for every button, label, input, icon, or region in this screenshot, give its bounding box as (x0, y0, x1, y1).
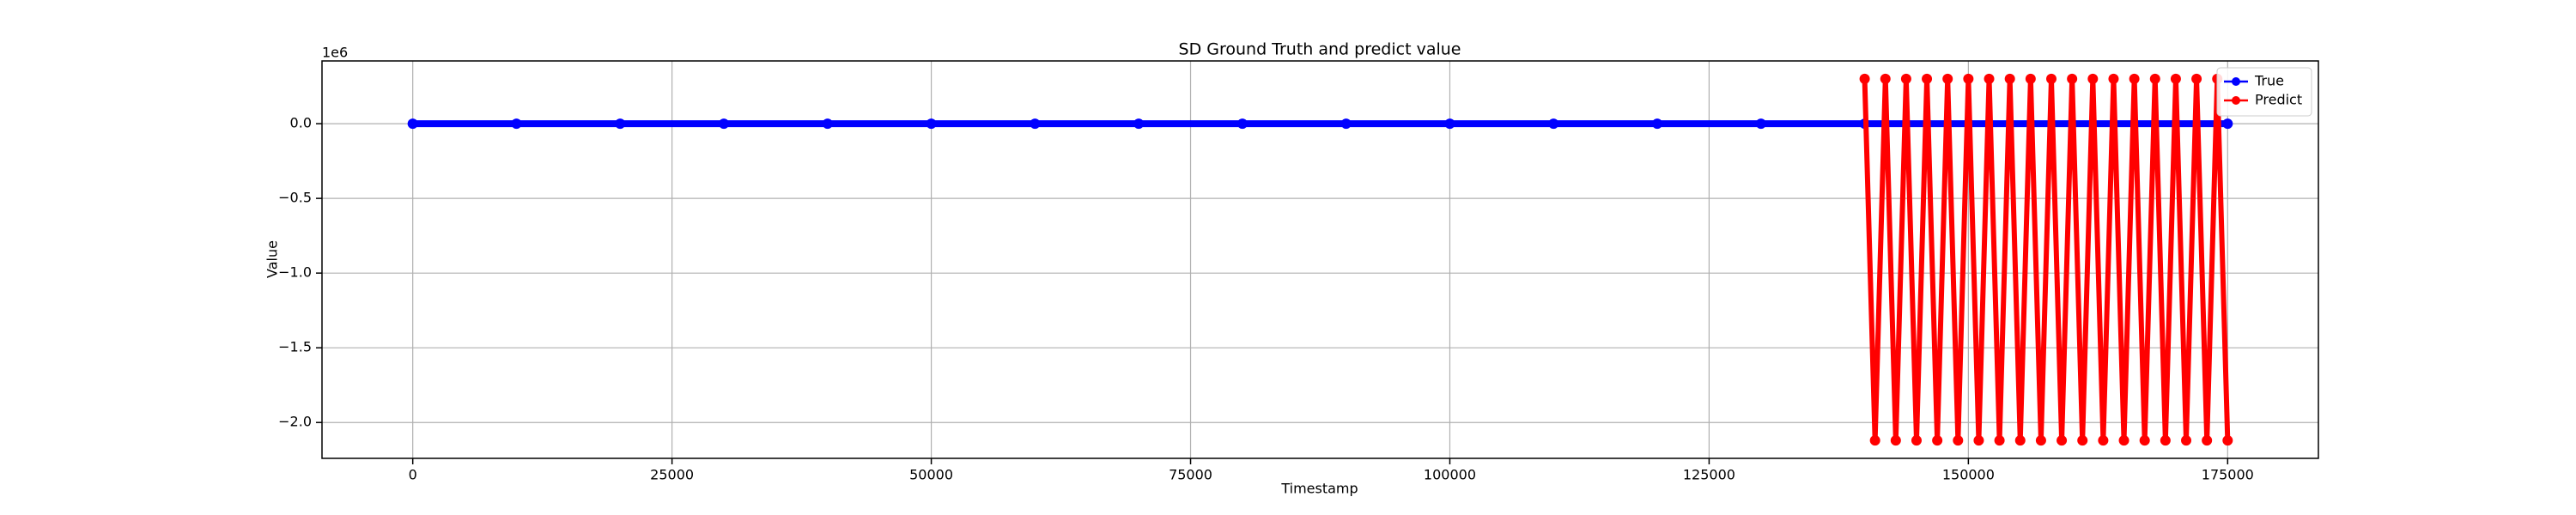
x-tick-label: 25000 (650, 467, 694, 483)
legend-marker (2232, 77, 2240, 86)
series-marker (2025, 73, 2036, 84)
series-marker (1869, 435, 1880, 446)
series-marker (2129, 73, 2140, 84)
x-tick-label: 125000 (1683, 467, 1735, 483)
series-marker (1548, 118, 1559, 130)
legend-marker (2232, 96, 2240, 105)
y-tick-label: −2.0 (278, 414, 312, 430)
y-tick-label: −1.5 (278, 339, 312, 355)
x-axis-label: Timestamp (1280, 481, 1358, 497)
series-marker (1953, 435, 1964, 446)
axes-frame (321, 60, 2319, 459)
series-marker (2118, 435, 2129, 446)
x-tick-label: 0 (409, 467, 417, 483)
series-marker (1133, 118, 1145, 130)
series-marker (1963, 73, 1974, 84)
series-marker (1932, 435, 1943, 446)
series-marker (1755, 118, 1766, 130)
series-marker (1030, 118, 1041, 130)
series-marker (1236, 118, 1248, 130)
series-marker (2191, 73, 2202, 84)
series-line (1862, 76, 2231, 444)
y-tick-label: 0.0 (290, 115, 312, 131)
chart-title: SD Ground Truth and predict value (1179, 40, 1461, 59)
series-marker (2202, 435, 2213, 446)
series-marker (1942, 73, 1953, 84)
series-marker (2108, 73, 2119, 84)
series-marker (2149, 73, 2160, 84)
series-marker (1652, 118, 1663, 130)
x-tick-label: 50000 (909, 467, 953, 483)
series-marker (1984, 73, 1995, 84)
series-marker (719, 118, 730, 130)
series-marker (2170, 73, 2181, 84)
series-marker (2181, 435, 2192, 446)
series-marker (2045, 73, 2057, 84)
series-marker (1880, 73, 1891, 84)
y-tick-label: −0.5 (278, 190, 312, 206)
series-marker (2160, 435, 2171, 446)
series-marker (1340, 118, 1352, 130)
x-tick-label: 100000 (1424, 467, 1476, 483)
legend-label: Predict (2255, 92, 2302, 108)
series-marker (2087, 73, 2099, 84)
x-tick-label: 175000 (2202, 467, 2254, 483)
plot-area (407, 73, 2233, 446)
x-tick-label: 75000 (1169, 467, 1212, 483)
series-marker (1994, 435, 2005, 446)
y-axis-label: Value (264, 240, 281, 278)
series-marker (2222, 118, 2233, 130)
series-marker (1973, 435, 1984, 446)
series-marker (822, 118, 833, 130)
series-marker (2067, 73, 2078, 84)
series-marker (615, 118, 626, 130)
series-marker (2098, 435, 2109, 446)
y-tick-label: −1.0 (278, 264, 312, 281)
series-marker (1890, 435, 1901, 446)
y-offset-label: 1e6 (322, 45, 348, 61)
series-marker (1911, 435, 1922, 446)
series-marker (2014, 435, 2026, 446)
series-marker (1900, 73, 1911, 84)
series-marker (2004, 73, 2015, 84)
series-marker (2222, 435, 2233, 446)
series-marker (2077, 435, 2088, 446)
legend-box (2216, 67, 2312, 117)
series-marker (407, 118, 418, 130)
x-tick-label: 150000 (1942, 467, 1995, 483)
series-marker (2035, 435, 2046, 446)
series-marker (1444, 118, 1455, 130)
series-marker (2139, 435, 2150, 446)
series-marker (2057, 435, 2068, 446)
legend-label: True (2254, 73, 2284, 89)
series-marker (511, 118, 522, 130)
series-marker (926, 118, 937, 130)
series-marker (1859, 73, 1870, 84)
series-marker (1922, 73, 1933, 84)
